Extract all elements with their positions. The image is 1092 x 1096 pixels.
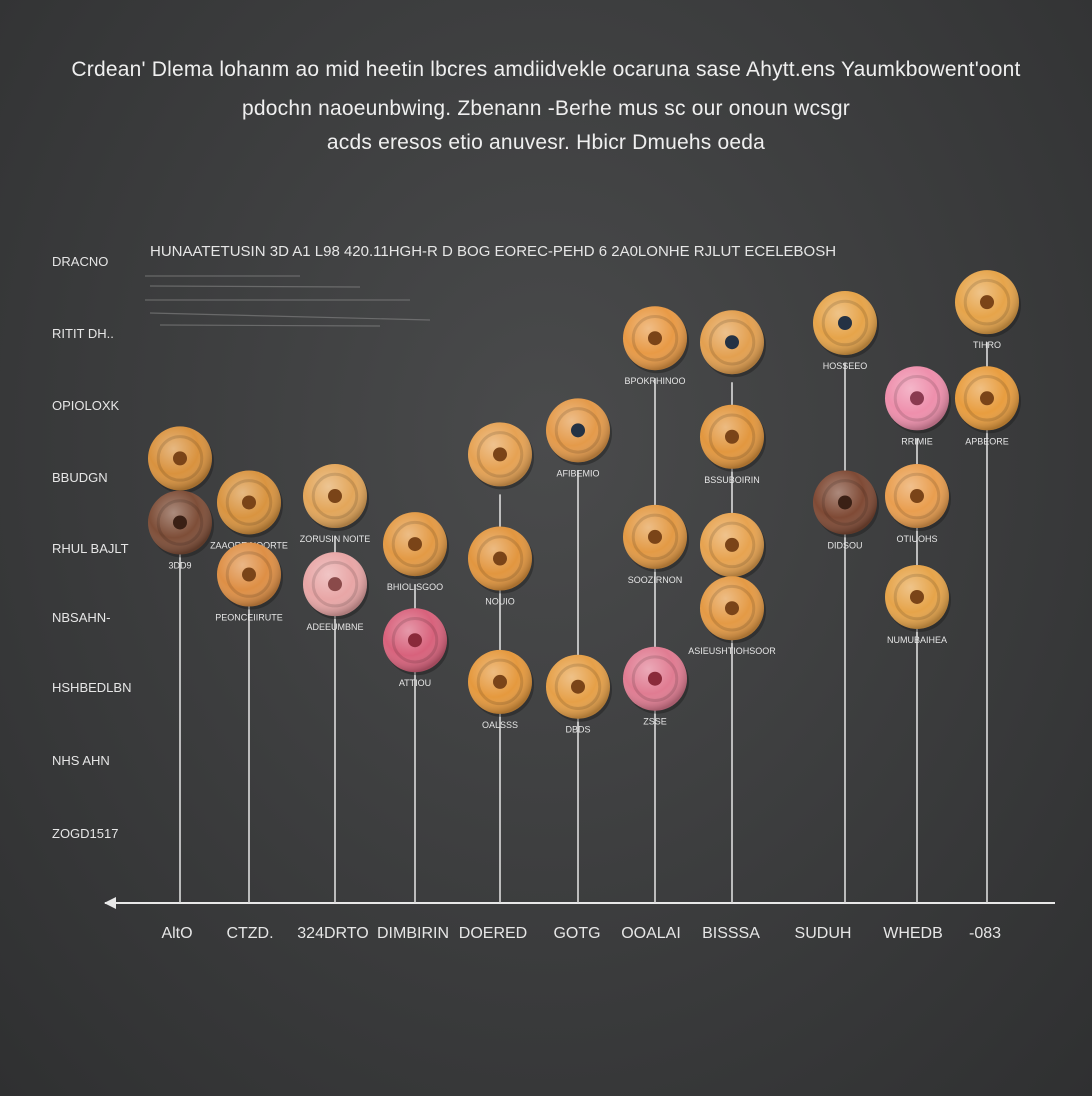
donut-point	[885, 564, 951, 632]
y-tick-label: HSHBEDLBN	[52, 680, 131, 695]
donut-label: DBDS	[565, 725, 590, 735]
donut-label: HOSSEEO	[823, 361, 868, 371]
y-tick-label: DRACNO	[52, 254, 108, 269]
donut-point	[217, 470, 283, 538]
x-tick-label: DOERED	[459, 925, 527, 942]
donut-point	[955, 366, 1021, 434]
donut-label: RRIMIE	[901, 436, 933, 446]
donut-label: AFIBEMIO	[556, 468, 599, 478]
x-axis-arrow	[104, 897, 116, 909]
donut-point	[468, 422, 534, 490]
donut-label: 3DD9	[168, 560, 191, 570]
x-tick-label: BISSSA	[702, 925, 760, 942]
x-tick-label: AltO	[161, 925, 192, 942]
donut-label: ASIEUSHTIOHSOOR	[688, 646, 776, 656]
donut-point	[303, 464, 369, 532]
x-tick-label: GOTG	[553, 925, 600, 942]
donut-label: BSSUBOIRIN	[704, 475, 760, 485]
donut-point	[885, 366, 951, 434]
donut-point	[700, 404, 766, 472]
donut-point	[148, 426, 214, 494]
y-tick-label: RITIT DH..	[52, 326, 114, 341]
y-tick-label: OPIOLOXK	[52, 398, 120, 413]
y-tick-label: BBUDGN	[52, 470, 108, 485]
donut-point	[700, 576, 766, 644]
y-tick-label: RHUL BAJLT	[52, 541, 129, 556]
donut-label: OTIUOHS	[896, 534, 937, 544]
donut-point	[546, 654, 612, 722]
donut-point	[813, 290, 879, 358]
donut-label: DIDSOU	[827, 540, 862, 550]
donut-point	[383, 608, 449, 676]
donut-label: TIHRO	[973, 340, 1001, 350]
x-tick-label: SUDUH	[795, 925, 852, 942]
title-smudge	[145, 275, 431, 327]
intro-line-1: Crdean' Dlema lohanm ao mid heetin lbcre…	[71, 58, 1021, 81]
y-tick-label: NBSAHN-	[52, 610, 111, 625]
donut-point	[700, 512, 766, 580]
donut-point	[303, 552, 369, 620]
x-tick-label: DIMBIRIN	[377, 925, 449, 942]
x-tick-label: -083	[969, 925, 1001, 942]
donut-point	[700, 310, 766, 378]
donut-label: ATTIOU	[399, 678, 431, 688]
donut-point	[813, 470, 879, 538]
donut-label: OALSSS	[482, 720, 518, 730]
intro-line-3: acds eresos etio anuvesr. Hbicr Dmuehs o…	[326, 131, 766, 154]
chart-title: HUNAATETUSIN 3D A1 L98 420.11HGH-R D BOG…	[150, 243, 836, 260]
donut-point	[546, 398, 612, 466]
donut-label: PEONCEIIRUTE	[215, 613, 283, 623]
donut-label: ZORUSIN NOITE	[300, 534, 371, 544]
y-tick-label: NHS AHN	[52, 753, 110, 768]
x-tick-label: 324DRTO	[297, 925, 368, 942]
donut-point	[217, 542, 283, 610]
donut-label: ZSSE	[643, 717, 667, 727]
donut-point	[623, 646, 689, 714]
donut-label: APBEORE	[965, 436, 1009, 446]
x-tick-label: CTZD.	[226, 925, 273, 942]
donut-point	[383, 512, 449, 580]
donut-point	[148, 490, 214, 558]
donut-point	[623, 504, 689, 572]
donut-label: BPOKRHINOO	[624, 376, 685, 386]
x-tick-label: WHEDB	[883, 925, 943, 942]
donut-label: SOOZIRNON	[628, 575, 683, 585]
intro-line-2: pdochn naoeunbwing. Zbenann -Berhe mus s…	[242, 97, 850, 120]
donut-point	[955, 270, 1021, 338]
donut-point	[885, 464, 951, 532]
donut-point	[468, 649, 534, 717]
donut-label: BHIOL SGOO	[387, 582, 443, 592]
donut-point	[468, 526, 534, 594]
x-tick-label: OOALAI	[621, 925, 681, 942]
donut-label: ADEEUMBNE	[306, 622, 363, 632]
donut-point	[623, 306, 689, 374]
donut-label: NOUIO	[485, 597, 515, 607]
y-tick-label: ZOGD1517	[52, 826, 118, 841]
donut-label: NUMUBAIHEA	[887, 635, 947, 645]
